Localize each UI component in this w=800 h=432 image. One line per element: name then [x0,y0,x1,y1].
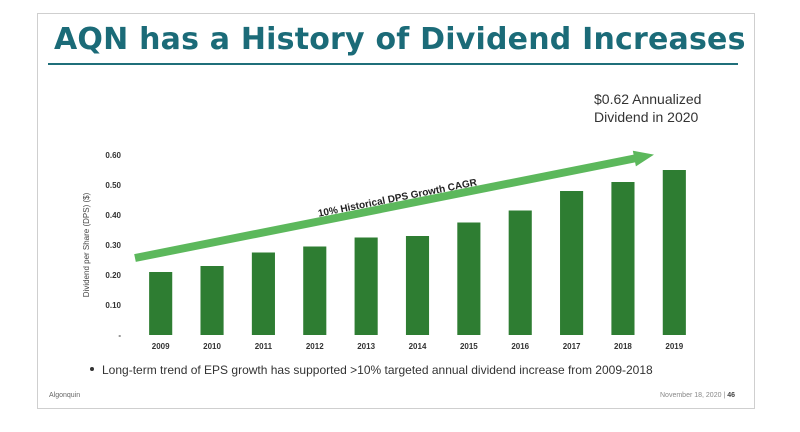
bullet-dot-icon [90,366,94,371]
bar-2017 [560,191,584,335]
y-tick-label: 0.40 [105,211,121,220]
bar-2014 [405,236,430,335]
bar-2010 [200,266,224,335]
x-tick-label: 2016 [511,342,529,351]
bar-2016 [508,210,532,335]
title-divider [48,63,738,65]
x-tick-label: 2012 [306,342,324,351]
bar-2019 [662,170,686,335]
y-tick-label: 0.50 [105,181,121,190]
footer-separator: | [721,392,728,399]
growth-arrow-shape [134,150,654,262]
footer-date: November 18, 2020 [660,392,722,399]
bar-2009 [149,272,173,335]
bar-series [149,170,686,335]
y-tick-label: - [118,331,121,340]
growth-arrow [134,150,654,262]
x-tick-label: 2010 [203,342,221,351]
dividend-callout: $0.62 Annualized Dividend in 2020 [594,90,701,126]
bar-2012 [303,246,327,335]
x-tick-label: 2019 [665,342,683,351]
x-tick-label: 2014 [409,342,427,351]
bullet-text: Long-term trend of EPS growth has suppor… [102,363,653,377]
x-tick-label: 2018 [614,342,632,351]
callout-line-1: $0.62 Annualized [594,91,702,107]
y-tick-label: 0.30 [105,241,121,250]
x-axis-ticks: 2009 2010 2011 2012 2013 2014 2015 2016 2017 2018… [152,342,684,351]
y-tick-label: 0.10 [105,301,121,310]
slide-frame [37,13,755,409]
x-tick-label: 2017 [563,342,581,351]
bar-2011 [251,252,275,335]
y-tick-label: 0.60 [105,151,121,160]
cagr-annotation: 10% Historical DPS Growth CAGR [317,177,478,220]
bar-2018 [611,182,635,335]
x-tick-label: 2011 [255,342,273,351]
x-tick-label: 2015 [460,342,478,351]
slide-title: AQN has a History of Dividend Increases [54,22,746,57]
y-axis-label: Dividend per Share (DPS) ($) [82,192,91,297]
y-axis-ticks: - 0.10 0.20 0.30 0.40 0.50 0.60 [105,151,121,340]
footer-date-page: November 18, 2020 | 46 [660,392,735,399]
y-tick-label: 0.20 [105,271,121,280]
bar-2013 [354,237,378,335]
footer-company: Algonquin [49,392,81,399]
callout-line-2: Dividend in 2020 [594,109,699,125]
x-tick-label: 2009 [152,342,170,351]
bar-2015 [457,222,481,335]
footer-page-number: 46 [727,392,735,399]
bullet-point: Long-term trend of EPS growth has suppor… [90,363,653,377]
x-tick-label: 2013 [357,342,375,351]
